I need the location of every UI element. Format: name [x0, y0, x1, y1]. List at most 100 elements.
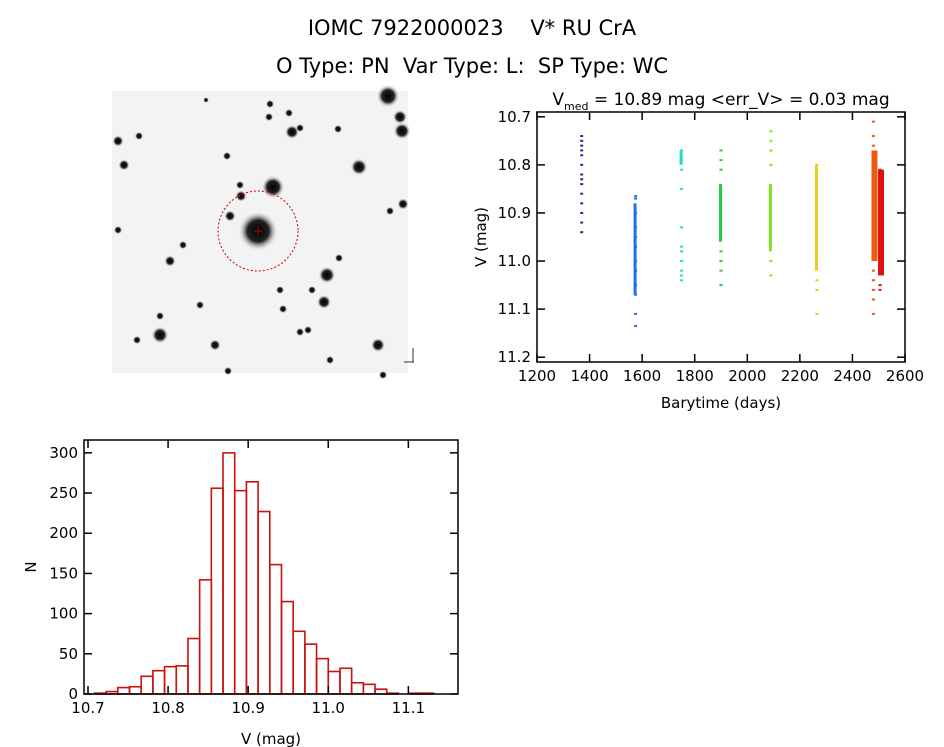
data-point	[634, 324, 638, 327]
data-point	[580, 202, 584, 205]
data-point	[871, 312, 875, 315]
star	[295, 327, 305, 337]
star	[178, 240, 188, 250]
data-point	[680, 245, 684, 248]
data-point	[878, 284, 882, 287]
data-point	[580, 211, 584, 214]
histogram-bar	[163, 665, 178, 695]
data-point	[680, 250, 684, 253]
histogram-bar	[233, 489, 248, 695]
data-point	[680, 226, 684, 229]
star	[275, 285, 285, 295]
star	[397, 198, 409, 210]
data-point	[580, 149, 584, 152]
star	[265, 99, 275, 109]
data-point	[580, 231, 584, 234]
data-cluster	[871, 150, 878, 262]
histogram-bar	[280, 600, 294, 695]
data-point	[634, 260, 638, 263]
star	[155, 311, 165, 321]
histogram-bar	[315, 657, 330, 695]
data-point	[871, 120, 875, 123]
data-point	[769, 260, 773, 263]
star	[284, 108, 294, 118]
data-cluster	[679, 150, 683, 165]
histogram-bar	[222, 452, 236, 695]
data-point	[871, 288, 875, 291]
y-tick-label: 10.7	[498, 108, 531, 126]
y-tick-label: 0	[68, 685, 78, 703]
x-axis-label: V (mag)	[241, 730, 301, 747]
data-point	[680, 187, 684, 190]
star	[376, 84, 400, 108]
data-point	[580, 144, 584, 147]
star	[317, 295, 331, 309]
x-tick-label: 1600	[623, 367, 661, 385]
data-point	[580, 183, 584, 186]
data-point	[680, 159, 684, 162]
y-tick-label: 300	[49, 444, 78, 462]
star	[112, 135, 124, 147]
star	[261, 175, 285, 199]
star	[325, 355, 335, 365]
star	[235, 190, 247, 202]
star	[209, 339, 221, 351]
data-point	[580, 221, 584, 224]
star	[224, 210, 236, 222]
data-point	[580, 163, 584, 166]
y-tick-label: 10.8	[498, 156, 531, 174]
x-tick-label: 2400	[833, 367, 871, 385]
data-cluster	[878, 169, 885, 276]
data-point	[680, 279, 684, 282]
data-point	[719, 159, 723, 162]
data-point	[634, 197, 638, 200]
x-tick-label: 2600	[886, 367, 924, 385]
star	[222, 151, 232, 161]
target-circle	[217, 190, 299, 272]
data-point	[634, 226, 638, 229]
data-point	[580, 135, 584, 138]
data-cluster	[814, 164, 818, 271]
data-cluster	[768, 184, 772, 252]
data-point	[680, 149, 684, 152]
y-axis-label: V (mag)	[472, 207, 490, 267]
star	[350, 158, 368, 176]
y-tick-label: 150	[49, 564, 78, 582]
data-point	[634, 284, 638, 287]
data-point	[719, 260, 723, 263]
data-point	[871, 144, 875, 147]
star	[285, 125, 299, 139]
x-tick-label: 2000	[728, 367, 766, 385]
data-point	[815, 163, 819, 166]
data-point	[634, 236, 638, 238]
histogram-bar	[339, 667, 353, 695]
data-point	[815, 312, 819, 315]
y-tick-label: 250	[49, 484, 78, 502]
y-tick-label: 50	[59, 645, 78, 663]
data-point	[769, 149, 773, 152]
star	[113, 225, 123, 235]
data-point	[769, 274, 773, 277]
data-point	[719, 149, 723, 152]
light-curve-title: Vmed = 10.89 mag <err_V> = 0.03 mag	[552, 90, 889, 113]
data-point	[580, 173, 584, 176]
histogram-bar	[362, 683, 376, 695]
compass-icon	[404, 348, 414, 363]
histogram-bar	[198, 579, 213, 695]
star	[195, 300, 205, 310]
data-cluster	[633, 203, 637, 295]
histogram-bar	[257, 510, 271, 695]
data-point	[680, 168, 684, 171]
data-point	[634, 211, 638, 214]
data-point	[634, 245, 638, 248]
data-point	[580, 154, 584, 157]
data-point	[769, 163, 773, 166]
data-point	[815, 288, 819, 291]
data-point	[719, 168, 723, 171]
histogram-bar	[116, 686, 131, 695]
histogram-bar	[292, 630, 306, 695]
star	[151, 326, 169, 344]
histogram-bar	[350, 681, 365, 695]
x-tick-label: 1200	[518, 367, 556, 385]
